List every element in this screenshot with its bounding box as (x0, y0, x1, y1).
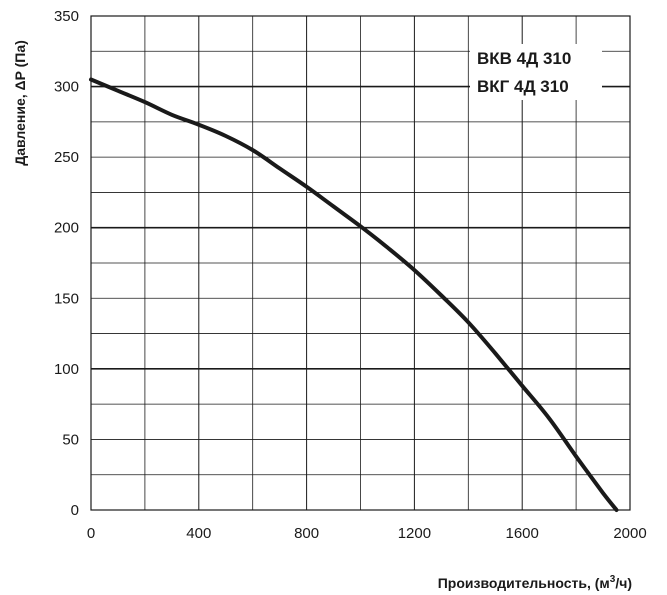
series-line (89, 77, 619, 512)
x-axis-title-tail: /ч) (615, 575, 632, 591)
y-axis-title: Давление, ΔP (Па) (12, 40, 28, 166)
model-label-2: ВКГ 4Д 310 (477, 77, 569, 96)
y-tick-label: 300 (54, 79, 79, 96)
y-tick-label: 50 (62, 431, 79, 448)
x-axis-title-superscript: 3 (610, 574, 616, 585)
plot-frame (90, 15, 631, 511)
model-label-background (470, 44, 602, 100)
y-tick-label: 0 (71, 502, 79, 519)
x-tick-labels: 0 400 800 1200 1600 2000 (87, 525, 647, 542)
x-tick-label: 0 (87, 525, 95, 542)
y-tick-label: 250 (54, 149, 79, 166)
y-tick-labels: 0 50 100 150 200 250 300 350 (54, 8, 79, 519)
x-tick-label: 400 (186, 525, 211, 542)
x-axis-title: Производительность, (м3/ч) (438, 574, 632, 591)
series-group (89, 77, 619, 512)
y-tick-label: 100 (54, 361, 79, 378)
x-tick-label: 1200 (398, 525, 431, 542)
x-tick-label: 800 (294, 525, 319, 542)
y-tick-label: 350 (54, 8, 79, 25)
x-axis-title-main: Производительность, (м (438, 575, 610, 591)
y-tick-label: 200 (54, 220, 79, 237)
model-label-1: ВКВ 4Д 310 (477, 49, 571, 68)
y-tick-label: 150 (54, 290, 79, 307)
x-tick-label: 1600 (506, 525, 539, 542)
x-tick-label: 2000 (613, 525, 646, 542)
